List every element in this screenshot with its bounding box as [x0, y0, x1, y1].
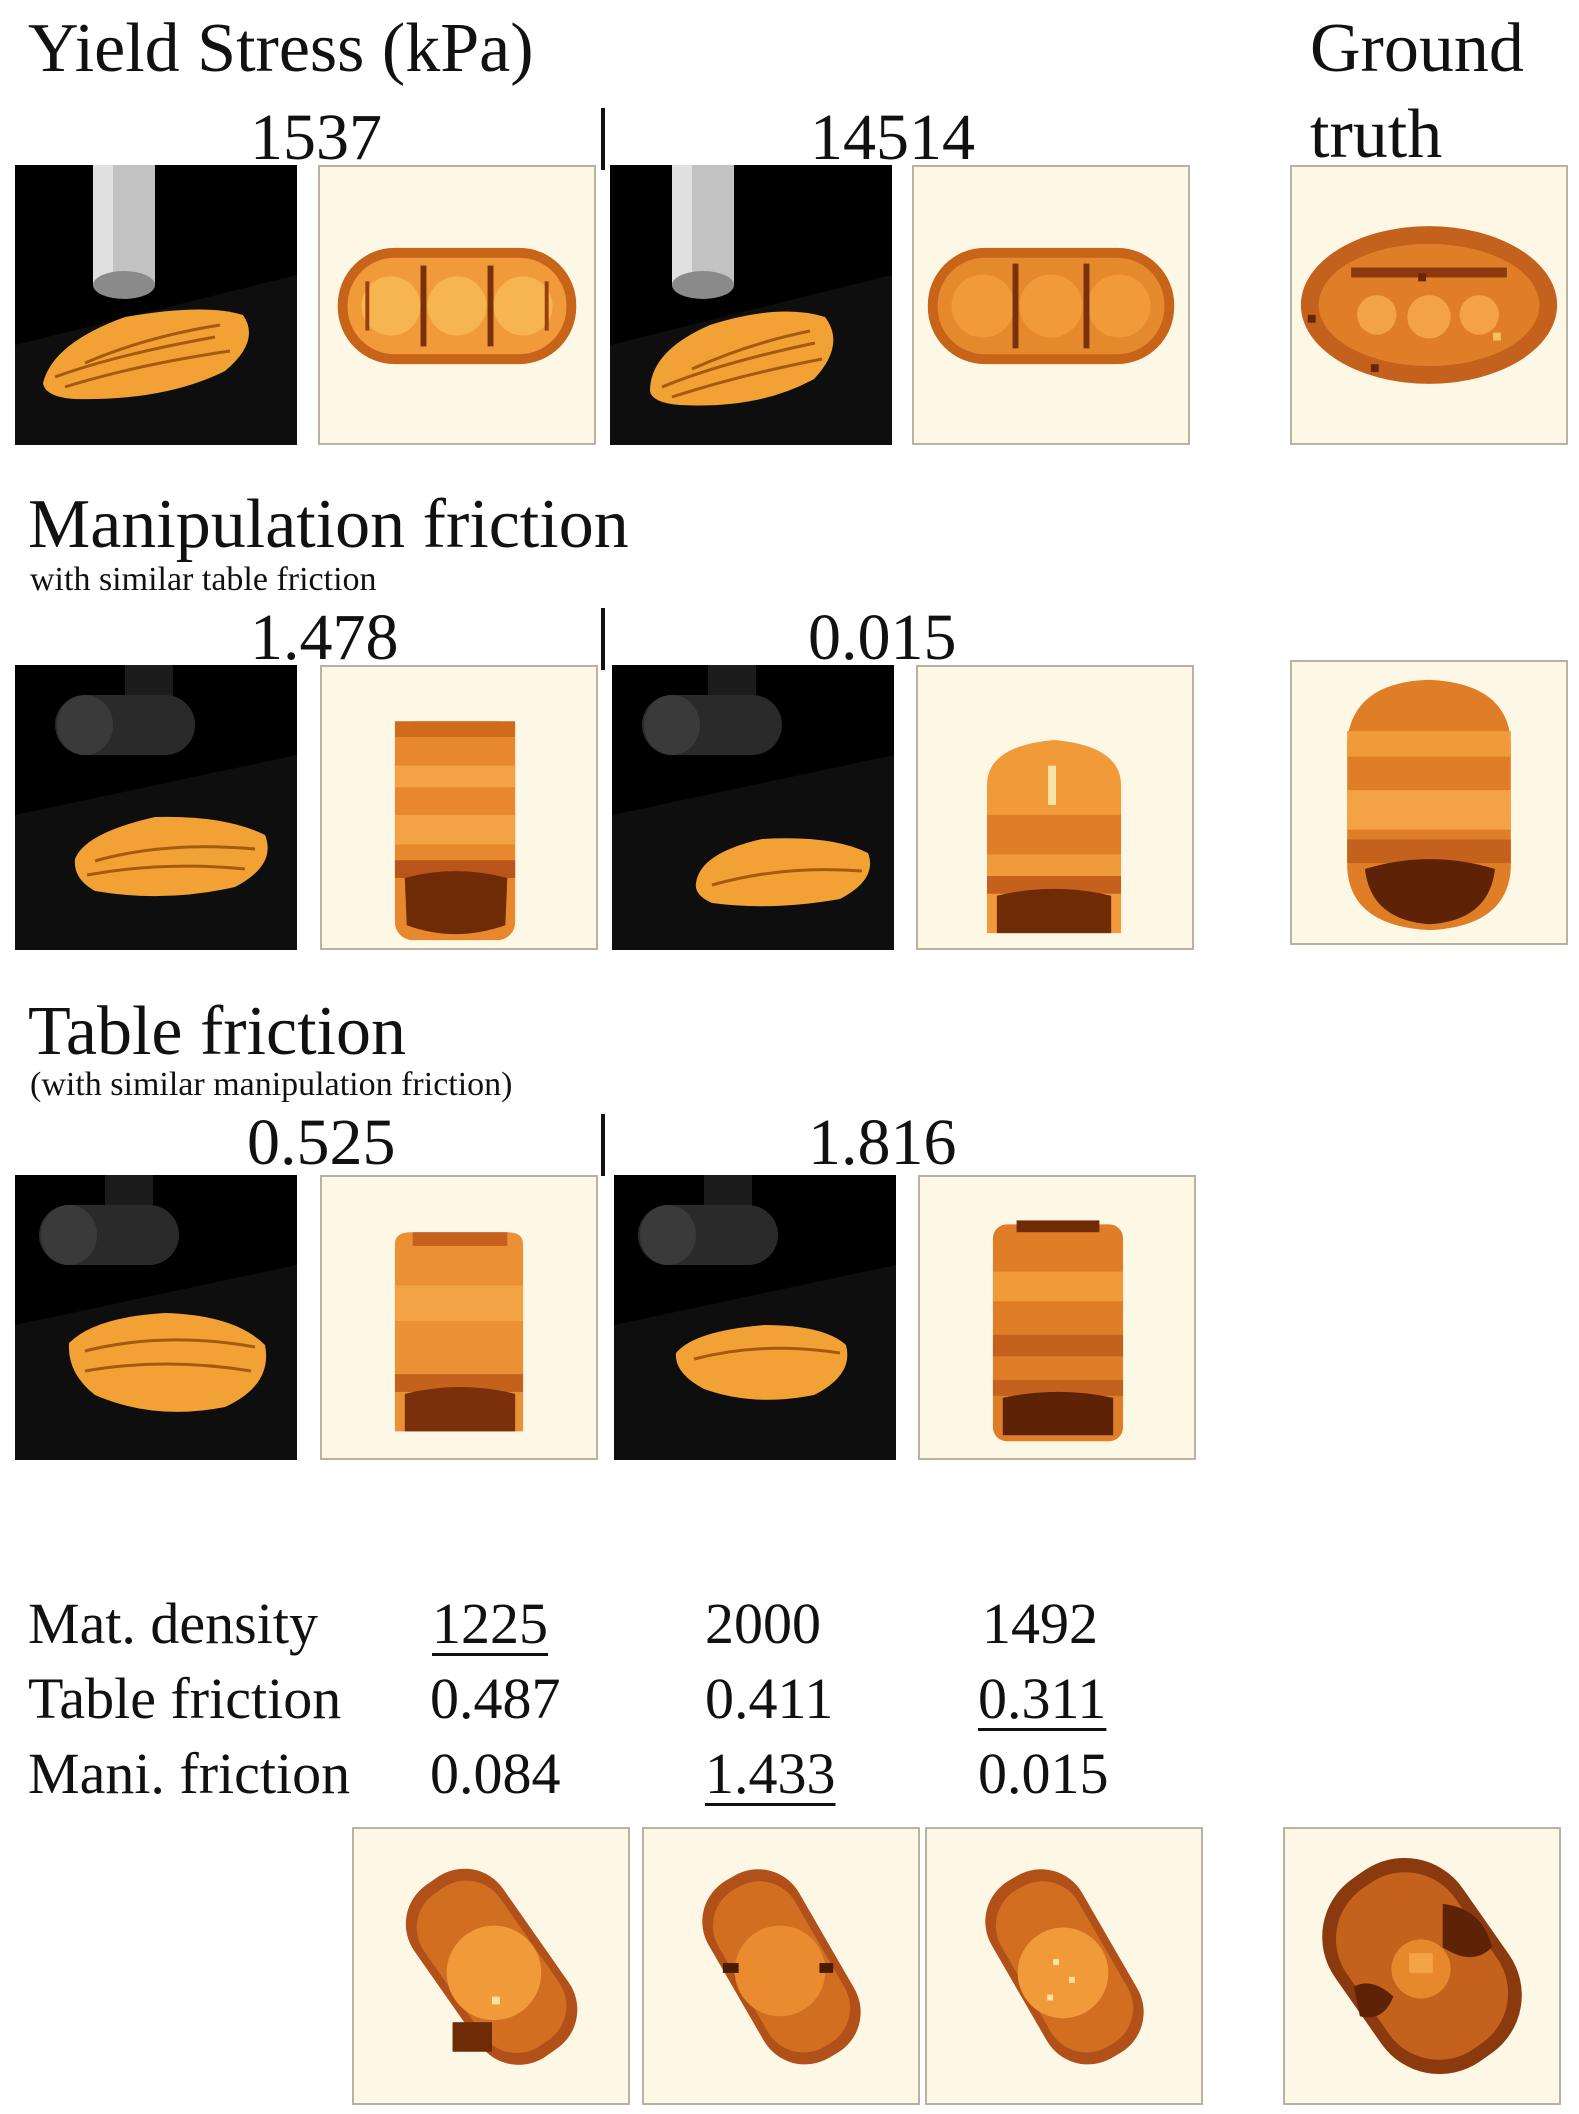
heatmap-table-2: [918, 1175, 1196, 1460]
param-row-label-table-friction: Table friction: [28, 1666, 342, 1731]
simulation-render-4: [612, 665, 894, 950]
simulation-render-6: [614, 1175, 896, 1460]
param-table-friction-value-1: 0.487: [430, 1666, 561, 1731]
param-row-label-density: Mat. density: [28, 1591, 318, 1656]
param-table-friction-value-3: 0.311: [978, 1666, 1107, 1731]
param-density-value-1: 1225: [432, 1591, 548, 1656]
heatmap-ground-truth-param: [1283, 1827, 1561, 2105]
param-row-label-mani-friction: Mani. friction: [28, 1741, 351, 1806]
simulation-render-5: [15, 1175, 297, 1460]
heatmap-yield-1: [318, 165, 596, 445]
yield-stress-value-2: 14514: [810, 101, 975, 174]
heatmap-ground-truth-manipulation: [1290, 660, 1568, 945]
simulation-render-2: [610, 165, 892, 445]
heatmap-yield-2: [912, 165, 1190, 445]
manipulation-friction-value-1: 1.478: [250, 601, 399, 674]
value-divider: [601, 108, 605, 170]
param-density-value-2: 2000: [705, 1591, 821, 1656]
manipulation-friction-title: Manipulation friction: [28, 486, 629, 563]
manipulation-friction-value-2: 0.015: [808, 601, 957, 674]
simulation-render-1: [15, 165, 297, 445]
table-friction-value-2: 1.816: [808, 1106, 957, 1179]
yield-stress-title: Yield Stress (kPa): [28, 10, 534, 87]
heatmap-param-2: [642, 1827, 920, 2105]
table-friction-value-1: 0.525: [247, 1106, 396, 1179]
heatmap-param-3: [925, 1827, 1203, 2105]
param-mani-friction-value-1: 0.084: [430, 1741, 561, 1806]
param-table-friction-value-2: 0.411: [705, 1666, 834, 1731]
ground-truth-label-line2: truth: [1310, 96, 1443, 173]
manipulation-friction-subtitle: with similar table friction: [30, 561, 377, 598]
simulation-render-3: [15, 665, 297, 950]
ground-truth-label-line1: Ground: [1310, 10, 1524, 87]
heatmap-param-1: [352, 1827, 630, 2105]
heatmap-ground-truth-yield: [1290, 165, 1568, 445]
heatmap-manipulation-2: [916, 665, 1194, 950]
heatmap-manipulation-1: [320, 665, 598, 950]
param-density-value-3: 1492: [982, 1591, 1098, 1656]
param-mani-friction-value-2: 1.433: [705, 1741, 836, 1806]
heatmap-table-1: [320, 1175, 598, 1460]
value-divider: [601, 1114, 605, 1176]
value-divider: [601, 608, 605, 670]
table-friction-subtitle: (with similar manipulation friction): [30, 1066, 513, 1103]
yield-stress-value-1: 1537: [250, 101, 382, 174]
param-mani-friction-value-3: 0.015: [978, 1741, 1109, 1806]
table-friction-title: Table friction: [28, 993, 406, 1070]
